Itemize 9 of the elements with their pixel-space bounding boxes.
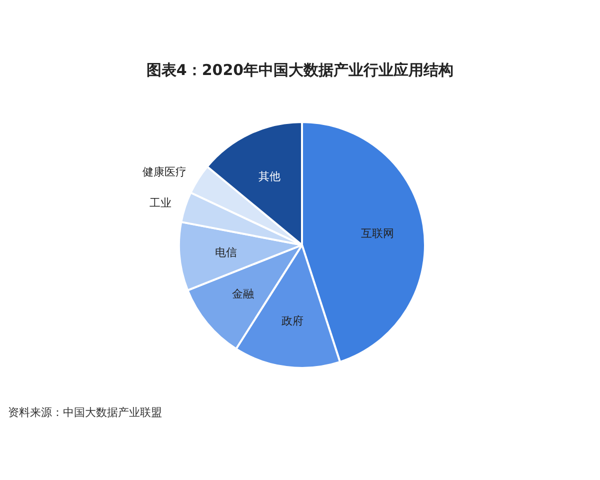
slice-label: 金融 <box>232 288 254 301</box>
chart-title: 图表4：2020年中国大数据产业行业应用结构 <box>146 61 454 79</box>
slice-label: 健康医疗 <box>142 166 186 179</box>
slice-label: 政府 <box>281 314 304 328</box>
text: 资料来源：中国大数据产业联盟 <box>8 406 162 419</box>
slice-label: 电信 <box>215 246 238 260</box>
slice-label: 互联网 <box>360 227 394 240</box>
slice-label: 工业 <box>150 196 172 210</box>
slice-label: 其他 <box>258 170 281 183</box>
